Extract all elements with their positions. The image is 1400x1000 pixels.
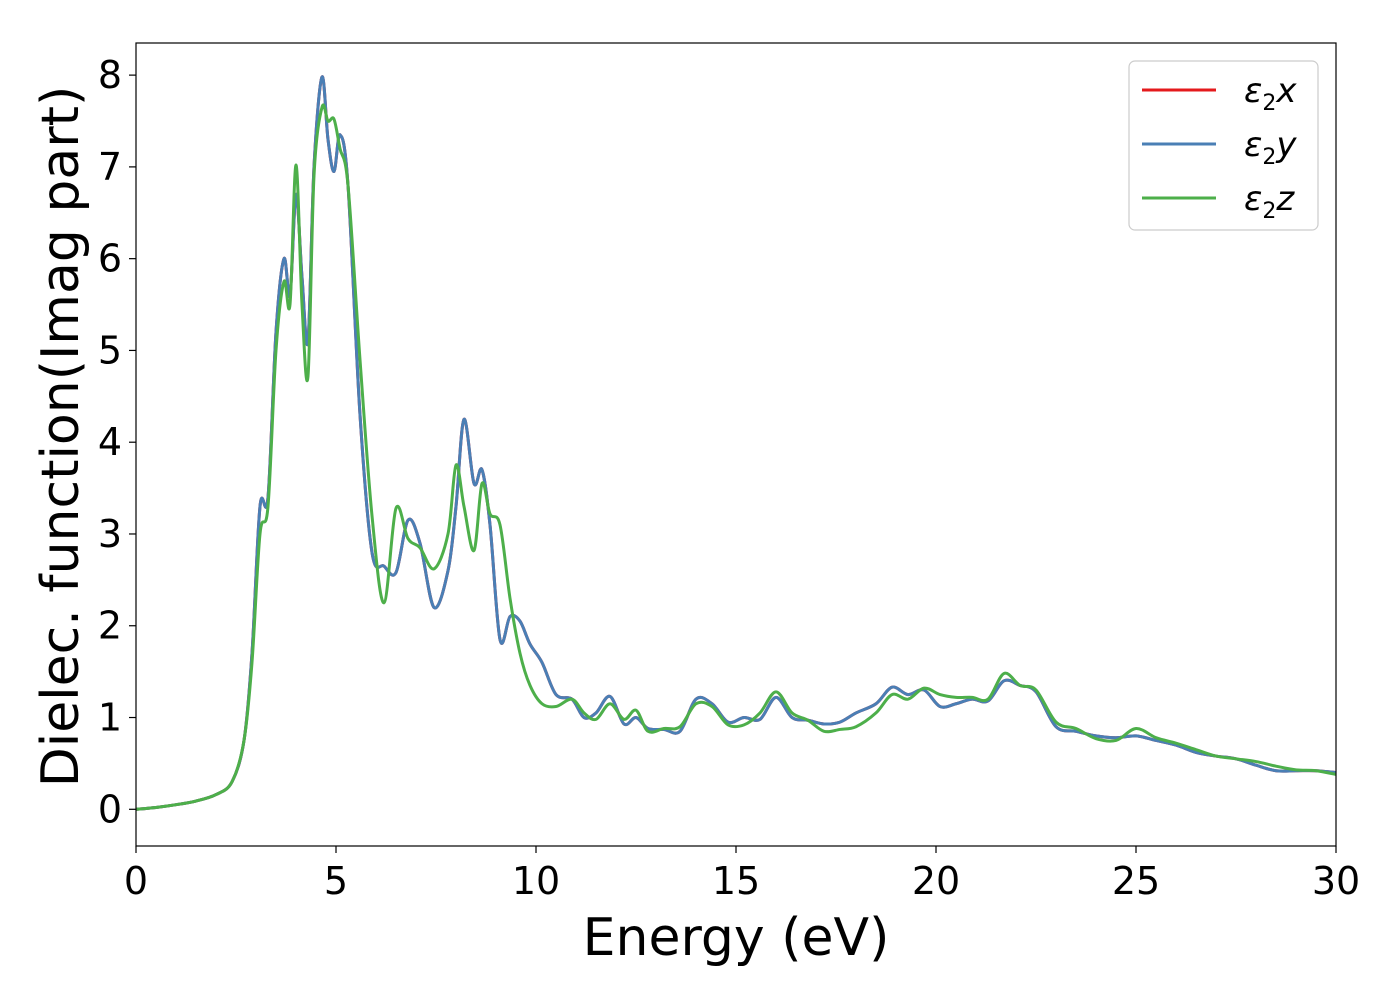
y-tick-label: 2 (98, 604, 122, 648)
y-tick-label: 0 (98, 787, 122, 831)
y-tick-label: 1 (98, 696, 122, 740)
legend-entry-z: ε2z (1244, 179, 1295, 224)
y-tick-label: 8 (98, 53, 122, 97)
legend-entry-x: ε2x (1244, 71, 1297, 116)
x-tick-label: 10 (512, 859, 560, 903)
y-tick-label: 3 (98, 512, 122, 556)
y-tick-label: 7 (98, 145, 122, 189)
x-tick-label: 30 (1312, 859, 1360, 903)
y-tick-label: 4 (98, 420, 122, 464)
y-axis-ticks: 0 1 2 3 4 5 6 7 8 (98, 53, 136, 831)
plot-lines (136, 75, 1336, 811)
x-tick-label: 15 (712, 859, 760, 903)
x-axis-label: Energy (eV) (583, 908, 890, 968)
legend-box (1128, 60, 1319, 231)
legend-entry-y: ε2y (1244, 125, 1297, 170)
y-tick-label: 6 (98, 237, 122, 281)
y-axis-label: Dielec. function(Imag part) (31, 86, 91, 788)
y-tick-label: 5 (98, 328, 122, 372)
x-tick-label: 25 (1112, 859, 1160, 903)
legend: ε2x ε2y ε2z (1128, 60, 1319, 231)
x-tick-label: 5 (324, 859, 348, 903)
series-line-z (136, 103, 1336, 811)
x-tick-label: 20 (912, 859, 960, 903)
x-tick-label: 0 (124, 859, 148, 903)
x-axis-ticks: 0 5 10 15 20 25 30 (124, 846, 1360, 903)
